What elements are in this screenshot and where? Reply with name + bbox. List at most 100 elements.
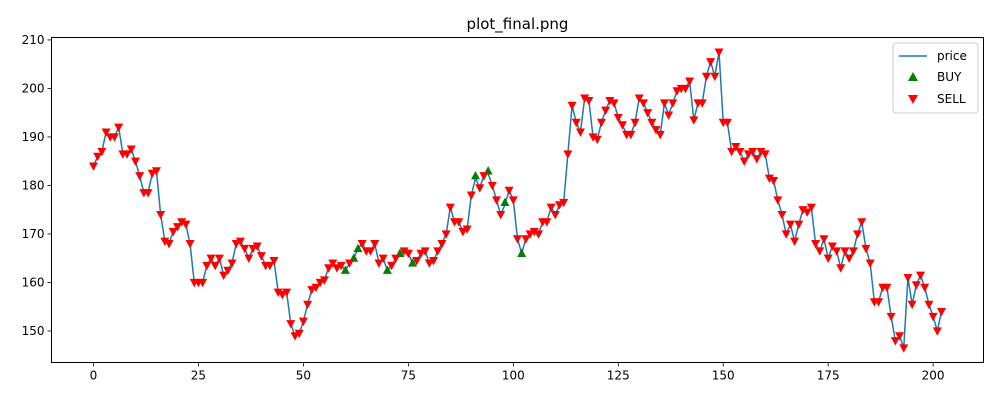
sell-marker (235, 237, 245, 247)
sell-marker (819, 235, 829, 244)
sell-marker (580, 94, 590, 103)
sell-marker (756, 147, 766, 157)
sell-marker (181, 220, 191, 230)
sell-marker (630, 118, 640, 128)
legend-label-price: price (937, 49, 967, 63)
sell-marker (714, 48, 724, 57)
sell-marker (769, 176, 779, 186)
sell-marker (601, 106, 611, 116)
x-tick-label: 200 (922, 369, 945, 383)
buy-marker (408, 258, 418, 267)
sell-marker (244, 254, 254, 264)
sell-marker (748, 147, 758, 157)
x-tick-label: 150 (712, 369, 735, 383)
sell-marker (88, 162, 98, 171)
sell-marker (109, 133, 119, 142)
legend: price BUY SELL (892, 42, 979, 114)
sell-marker (685, 77, 695, 86)
sell-marker (101, 128, 111, 137)
sell-marker (508, 196, 518, 205)
sell-marker (156, 210, 166, 220)
sell-marker (680, 84, 690, 94)
x-tick-label: 25 (191, 369, 206, 383)
sell-marker (655, 130, 665, 140)
sell-marker (907, 300, 917, 310)
sell-marker (437, 240, 447, 249)
sell-marker (130, 157, 140, 166)
sell-marker (462, 225, 472, 234)
sell-marker (668, 99, 678, 108)
sell-marker (550, 210, 560, 220)
y-tick-label: 180 (22, 178, 45, 192)
sell-marker (345, 259, 355, 268)
sell-marker (739, 157, 749, 166)
sell-marker (387, 261, 397, 271)
sell-marker (298, 317, 308, 327)
y-tick-label: 170 (22, 227, 45, 241)
sell-marker (920, 283, 930, 293)
sell-marker (303, 300, 313, 310)
sell-marker (504, 186, 514, 196)
buy-marker (517, 248, 527, 257)
sell-marker (185, 240, 195, 249)
sell-marker (122, 150, 132, 159)
sell-marker (256, 252, 266, 261)
sell-marker (357, 240, 367, 249)
sell-marker (588, 133, 598, 142)
y-tick-label: 160 (22, 275, 45, 289)
sell-marker (659, 99, 669, 108)
sell-marker (563, 150, 573, 159)
sell-marker (731, 143, 741, 152)
sell-marker (609, 99, 619, 108)
sell-marker (848, 247, 858, 256)
sell-marker (798, 206, 808, 215)
sell-marker (286, 320, 296, 329)
sell-marker (168, 227, 178, 237)
sell-marker (853, 230, 863, 239)
sell-marker (617, 121, 627, 130)
sell-marker (252, 242, 262, 251)
sell-marker (433, 247, 443, 256)
sell-marker (177, 218, 187, 227)
sell-marker (466, 191, 476, 200)
sell-markers (88, 48, 947, 353)
sell-marker (844, 254, 854, 264)
sell-marker (282, 288, 292, 297)
buy-marker (500, 197, 510, 207)
sell-marker (366, 247, 376, 256)
sell-marker (899, 344, 909, 353)
sell-marker (559, 198, 569, 208)
sell-marker (529, 227, 539, 237)
sell-marker (492, 196, 502, 205)
sell-marker (324, 264, 334, 273)
sell-marker (97, 147, 107, 157)
sell-marker (790, 237, 800, 247)
buy-marker (471, 170, 481, 180)
sell-marker (697, 99, 707, 108)
sell-marker (928, 312, 938, 322)
sell-marker (513, 235, 522, 244)
sell-marker (374, 259, 384, 268)
sell-marker (903, 274, 913, 283)
y-tick-label: 150 (22, 324, 45, 338)
x-tick-label: 50 (296, 369, 311, 383)
sell-marker (328, 259, 338, 268)
sell-marker (861, 244, 871, 254)
sell-marker (706, 58, 716, 67)
x-tick-label: 100 (502, 369, 525, 383)
sell-marker (240, 244, 250, 254)
sell-marker (911, 281, 921, 290)
sell-marker (727, 147, 737, 157)
sell-marker (710, 72, 720, 82)
sell-marker (802, 208, 812, 217)
sell-marker (265, 261, 275, 271)
sell-marker (378, 254, 388, 264)
x-tick-label: 75 (401, 369, 416, 383)
chart-title: plot_final.png (467, 15, 569, 34)
buy-marker (340, 265, 350, 274)
sell-marker (773, 196, 783, 205)
sell-marker (781, 230, 791, 239)
sell-marker (214, 254, 224, 264)
sell-marker (664, 111, 674, 120)
sell-marker (391, 254, 401, 264)
